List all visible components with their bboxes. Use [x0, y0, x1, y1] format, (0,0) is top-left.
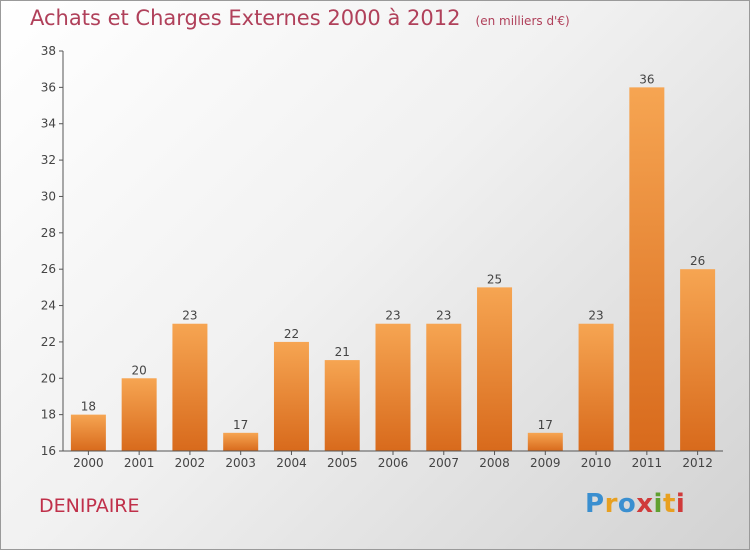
y-tick-label: 22 — [41, 335, 56, 349]
x-tick-label: 2002 — [175, 456, 206, 470]
x-tick-label: 2006 — [378, 456, 409, 470]
bar-value-label: 17 — [538, 418, 553, 432]
y-tick-label: 28 — [41, 226, 56, 240]
y-tick-label: 36 — [41, 80, 56, 94]
x-tick-label: 2011 — [632, 456, 663, 470]
logo-letter: o — [617, 489, 637, 519]
bar — [172, 323, 208, 451]
bar — [70, 414, 106, 451]
logo-letter: r — [604, 489, 618, 519]
y-tick-label: 24 — [41, 299, 56, 313]
bar-value-label: 26 — [690, 254, 705, 268]
y-tick-label: 38 — [41, 44, 56, 58]
y-tick-label: 32 — [41, 153, 56, 167]
bar-value-label: 21 — [335, 345, 350, 359]
commune-name: DENIPAIRE — [39, 495, 140, 517]
bar — [324, 360, 360, 451]
logo-letter: i — [675, 489, 686, 519]
x-tick-label: 2010 — [581, 456, 612, 470]
chart-title: Achats et Charges Externes 2000 à 2012 — [30, 6, 461, 30]
x-tick-label: 2009 — [530, 456, 561, 470]
bar-value-label: 18 — [81, 400, 96, 414]
bar — [375, 323, 411, 451]
x-tick-label: 2004 — [276, 456, 307, 470]
logo-letter: x — [636, 489, 654, 519]
bar — [223, 432, 259, 451]
bar-value-label: 22 — [284, 327, 299, 341]
x-tick-label: 2003 — [225, 456, 256, 470]
x-tick-label: 2008 — [479, 456, 510, 470]
x-tick-label: 2001 — [124, 456, 155, 470]
y-tick-label: 26 — [41, 262, 56, 276]
bar — [121, 378, 157, 451]
bar-value-label: 25 — [487, 272, 502, 286]
chart-unit-note: (en milliers d'€) — [475, 14, 570, 28]
logo-letter: i — [653, 489, 663, 519]
bar — [426, 323, 462, 451]
proxiti-logo: Proxiti — [585, 489, 685, 519]
y-tick-label: 34 — [41, 117, 56, 131]
bar-value-label: 23 — [436, 309, 451, 323]
bar-value-label: 17 — [233, 418, 248, 432]
x-tick-label: 2012 — [682, 456, 713, 470]
x-tick-label: 2007 — [428, 456, 459, 470]
bar — [273, 341, 309, 451]
logo-letter: t — [662, 489, 676, 519]
bar-value-label: 23 — [588, 309, 603, 323]
y-tick-label: 18 — [41, 408, 56, 422]
x-tick-label: 2000 — [73, 456, 104, 470]
bar — [578, 323, 614, 451]
bar-value-label: 36 — [639, 72, 654, 86]
y-tick-label: 20 — [41, 371, 56, 385]
bar — [680, 269, 716, 451]
x-tick-label: 2005 — [327, 456, 358, 470]
y-tick-label: 16 — [41, 444, 56, 458]
bar-value-label: 23 — [385, 309, 400, 323]
chart-title-block: Achats et Charges Externes 2000 à 2012 (… — [30, 6, 570, 30]
bar — [629, 87, 665, 451]
bar-value-label: 20 — [132, 363, 147, 377]
logo-letter: P — [585, 489, 605, 519]
bar-value-label: 23 — [182, 309, 197, 323]
bar — [477, 287, 513, 451]
y-tick-label: 30 — [41, 189, 56, 203]
bar — [527, 432, 563, 451]
